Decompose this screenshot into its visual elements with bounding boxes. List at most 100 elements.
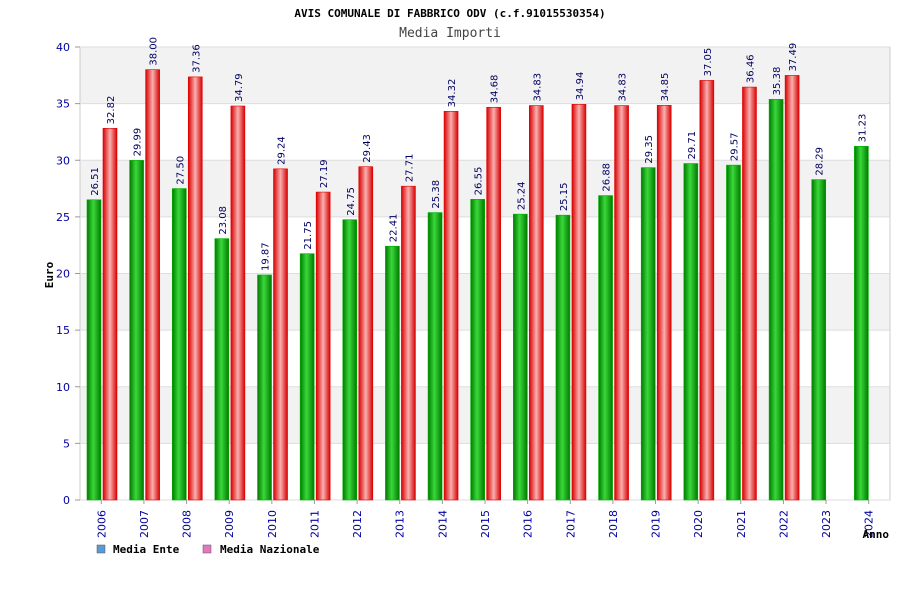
bar-media-nazionale: [443, 111, 459, 501]
data-labels: 26.51 32.82 29.99 38.00 27.50 37.36 23.08 34.79…: [90, 37, 868, 271]
chart-subtitle: Media Importi: [399, 26, 501, 41]
data-label: 29.99: [133, 128, 144, 157]
bar-media-nazionale: [571, 104, 587, 501]
bar-media-ente: [257, 274, 272, 501]
bar-media-ente: [86, 199, 102, 501]
y-axis-label: Euro: [43, 261, 56, 288]
legend-label-media-nazionale: Media Nazionale: [220, 543, 320, 556]
y-tick-label: 30: [56, 154, 70, 167]
data-label: 32.82: [106, 96, 117, 125]
chart-title: AVIS COMUNALE DI FABBRICO ODV (c.f.91015…: [294, 7, 605, 20]
data-label: 27.19: [319, 159, 330, 188]
data-label: 38.00: [149, 37, 160, 66]
bar-media-nazionale: [699, 80, 715, 501]
data-label: 25.15: [559, 183, 570, 212]
x-tick-label: 2019: [650, 510, 663, 538]
x-tick-label: 2023: [820, 510, 833, 538]
bar-media-nazionale: [187, 76, 203, 501]
bar-media-nazionale: [529, 105, 544, 501]
data-label: 37.05: [703, 48, 714, 77]
data-label: 27.50: [175, 156, 186, 185]
legend-swatch-media-nazionale: [202, 544, 212, 554]
x-tick-label: 2011: [308, 510, 321, 538]
bar-media-nazionale: [614, 105, 629, 501]
y-tick-label: 25: [56, 211, 70, 224]
data-label: 37.36: [191, 44, 202, 73]
data-label: 19.87: [261, 242, 272, 271]
legend-swatch-media-ente: [96, 544, 106, 554]
y-tick-label: 15: [56, 324, 70, 337]
x-tick-label: 2012: [351, 510, 364, 538]
x-tick-label: 2009: [223, 510, 236, 538]
data-label: 29.71: [687, 131, 698, 160]
data-label: 34.79: [234, 73, 245, 102]
data-label: 28.29: [815, 147, 826, 176]
data-label: 26.51: [90, 167, 101, 196]
data-label: 22.41: [388, 214, 399, 243]
data-label: 25.38: [431, 180, 442, 209]
bar-media-ente: [385, 245, 400, 501]
legend: Media Ente Media Nazionale: [96, 543, 320, 556]
legend-label-media-ente: Media Ente: [113, 543, 180, 556]
x-tick-label: 2013: [394, 510, 407, 538]
y-tick-label: 40: [56, 41, 70, 54]
bar-media-nazionale: [784, 75, 800, 501]
bar-media-nazionale: [315, 191, 331, 501]
x-tick-label: 2024: [863, 510, 876, 538]
data-label: 34.83: [618, 73, 629, 102]
data-label: 29.43: [362, 134, 373, 163]
bar-media-nazionale: [486, 106, 501, 501]
x-tick-label: 2018: [607, 510, 620, 538]
bar-media-nazionale: [358, 166, 374, 501]
data-label: 21.75: [303, 221, 314, 250]
bar-media-nazionale: [273, 168, 288, 501]
bar-media-ente: [342, 219, 358, 501]
data-label: 26.55: [474, 167, 485, 196]
data-label: 34.68: [490, 75, 501, 104]
x-tick-label: 2010: [266, 510, 279, 538]
data-label: 31.23: [857, 114, 868, 143]
bar-media-ente: [726, 164, 741, 501]
bar-media-ente: [768, 99, 784, 501]
y-tick-label: 10: [56, 381, 70, 394]
bar-media-ente: [214, 238, 230, 501]
bar-media-ente: [683, 163, 699, 501]
y-axis-ticks: 0 5 10 15 20 25 30 35 40: [56, 41, 80, 507]
x-tick-label: 2008: [181, 510, 194, 538]
x-tick-label: 2017: [564, 510, 577, 538]
bar-media-ente: [129, 160, 144, 501]
data-label: 29.24: [277, 136, 288, 165]
bar-media-nazionale: [102, 128, 118, 501]
x-tick-label: 2015: [479, 510, 492, 538]
bar-media-nazionale: [742, 86, 757, 501]
bar-media-nazionale: [656, 105, 672, 501]
x-tick-label: 2007: [138, 510, 151, 538]
bar-media-ente: [470, 199, 485, 501]
bar-media-ente: [299, 253, 315, 501]
x-tick-label: 2006: [95, 510, 108, 538]
bar-media-ente: [555, 214, 571, 501]
y-tick-label: 5: [63, 437, 70, 450]
data-label: 29.35: [644, 135, 655, 164]
bar-media-ente: [171, 188, 187, 501]
bar-media-ente: [811, 179, 827, 501]
data-label: 34.94: [575, 72, 586, 101]
data-label: 35.38: [772, 67, 783, 96]
bar-media-ente: [854, 146, 869, 501]
x-tick-label: 2020: [692, 510, 705, 538]
bars: [86, 69, 869, 501]
x-tick-label: 2022: [777, 510, 790, 538]
data-label: 34.32: [447, 79, 458, 108]
x-axis-ticks: 2006 2007 2008 2009 2010 2011 2012 2013 2014 2015…: [95, 500, 876, 538]
bar-media-nazionale: [401, 185, 416, 501]
bar-media-nazionale: [145, 69, 160, 501]
x-tick-label: 2016: [522, 510, 535, 538]
bar-media-ente: [598, 195, 613, 501]
y-tick-label: 0: [63, 494, 70, 507]
data-label: 23.08: [218, 206, 229, 235]
bar-media-ente: [513, 213, 528, 501]
bar-media-nazionale: [230, 105, 246, 501]
data-label: 29.57: [729, 132, 740, 161]
bar-media-ente: [640, 167, 656, 501]
